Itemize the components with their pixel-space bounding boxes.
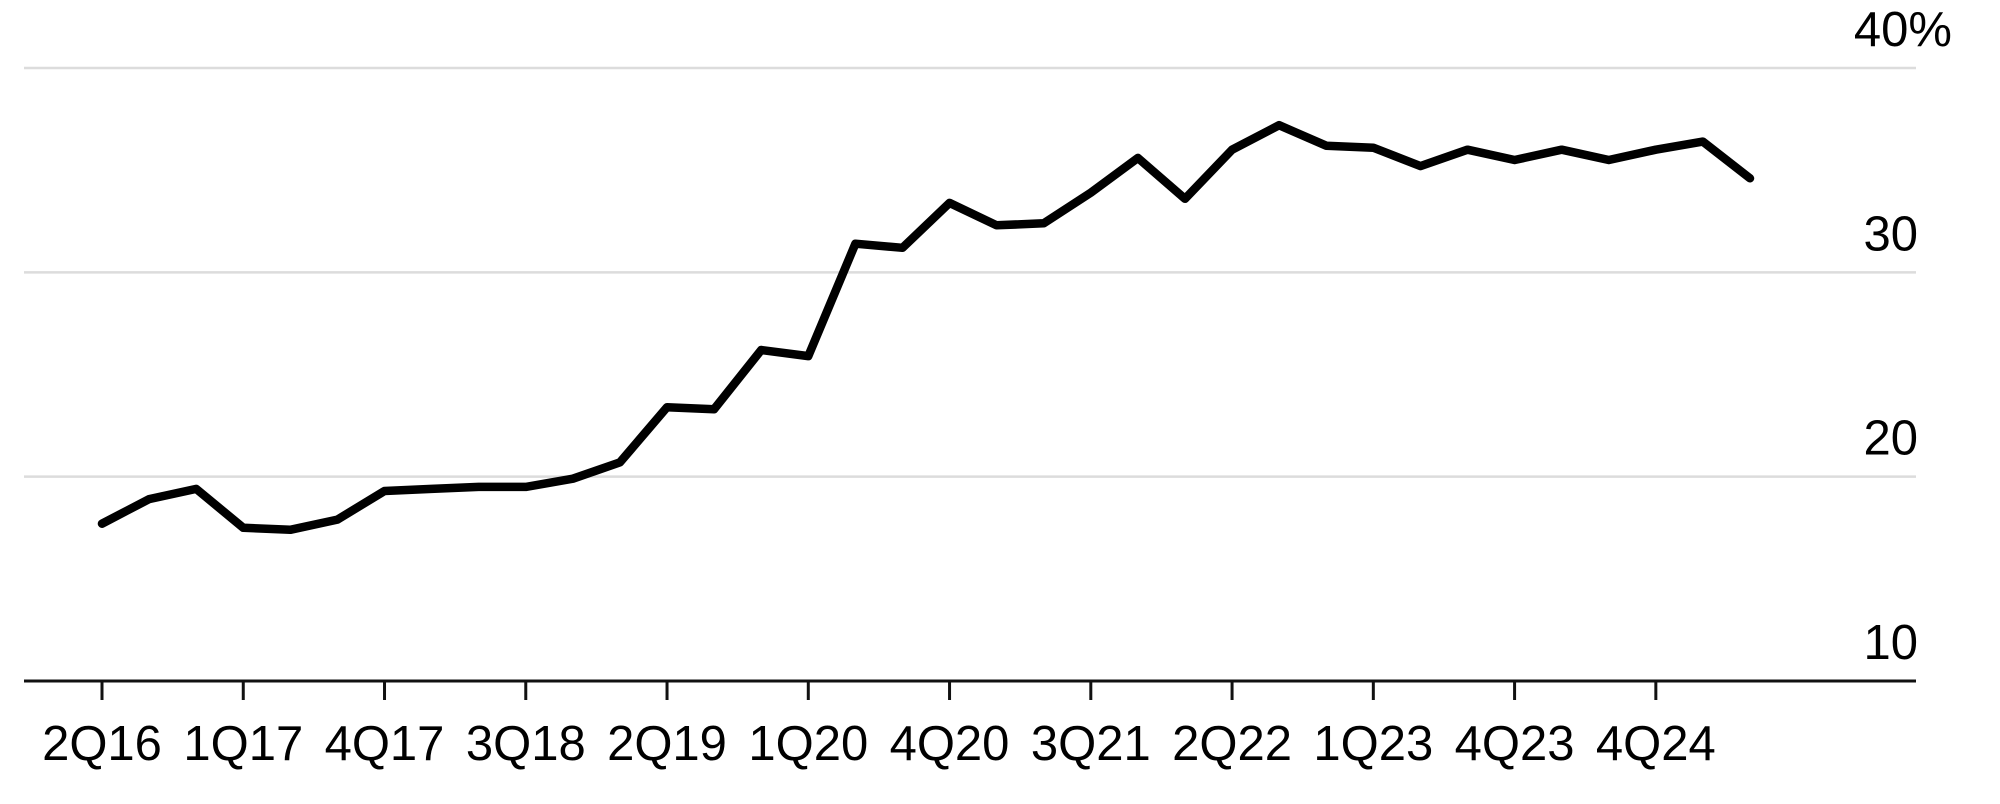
y-axis-label: 40% <box>1854 3 1952 57</box>
x-axis-label: 1Q23 <box>1313 717 1433 771</box>
x-axis-label: 3Q21 <box>1031 717 1151 771</box>
data-line <box>97 120 1755 535</box>
x-axis-label: 2Q19 <box>607 717 727 771</box>
x-axis-label: 4Q24 <box>1596 717 1716 771</box>
x-axis <box>24 679 1916 700</box>
x-axis-label: 4Q20 <box>890 717 1010 771</box>
x-axis-label: 2Q22 <box>1172 717 1292 771</box>
y-axis-label: 30 <box>1863 207 1918 261</box>
gridlines <box>24 66 1916 478</box>
x-axis-label: 3Q18 <box>466 717 586 771</box>
x-axis-label: 1Q20 <box>748 717 868 771</box>
y-axis-labels: 40% 30 20 10 <box>1854 3 1952 670</box>
y-axis-label: 10 <box>1863 616 1918 670</box>
x-axis-label: 4Q23 <box>1455 717 1575 771</box>
y-axis-label: 20 <box>1863 412 1918 466</box>
data-line-series <box>97 120 1755 535</box>
x-axis-label: 4Q17 <box>325 717 445 771</box>
x-axis-labels: 2Q16 1Q17 4Q17 3Q18 2Q19 1Q20 4Q20 3Q21 2Q22 1Q23… <box>42 717 1716 771</box>
x-axis-label: 1Q17 <box>183 717 303 771</box>
x-axis-label: 2Q16 <box>42 717 162 771</box>
